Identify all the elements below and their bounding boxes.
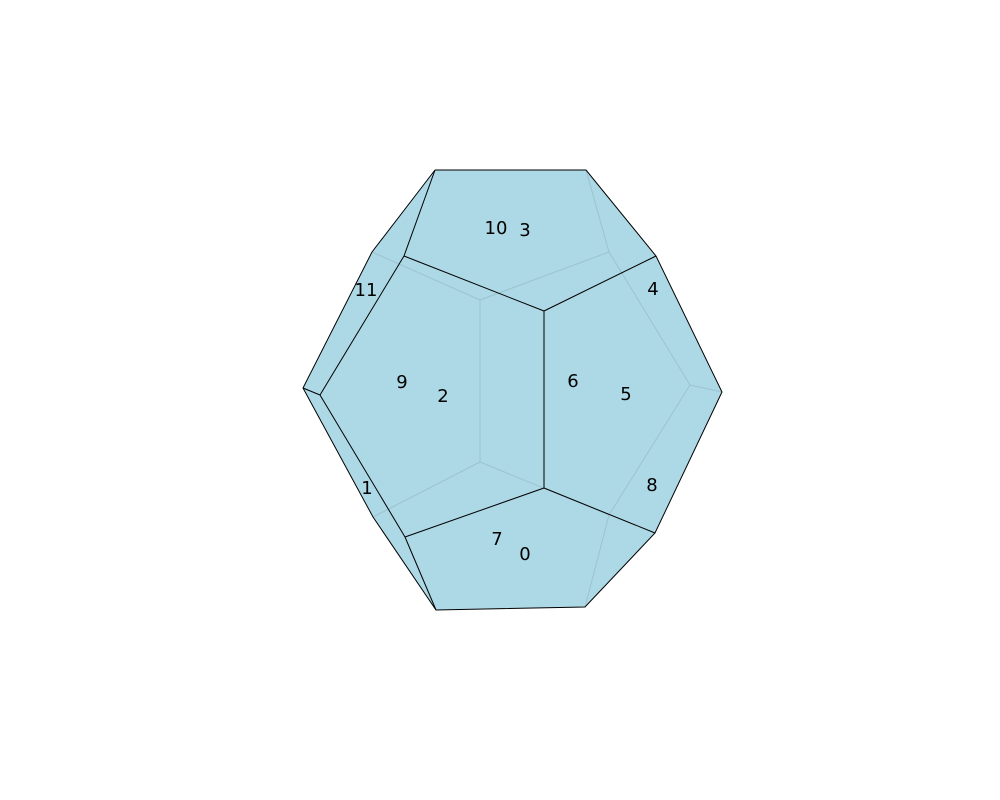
hidden-edge <box>479 251 610 301</box>
visible-edge <box>302 387 321 396</box>
visible-edge <box>319 394 406 538</box>
face-label-11: 11 <box>355 280 378 301</box>
hidden-edge <box>584 514 610 608</box>
face-label-2: 2 <box>437 386 448 407</box>
face-label-3: 3 <box>519 220 530 241</box>
hidden-edge <box>608 384 691 516</box>
visible-edge <box>403 255 545 312</box>
hidden-edge <box>608 251 691 386</box>
visible-edge <box>403 169 436 257</box>
hidden-edge <box>585 169 610 253</box>
hidden-edge <box>371 251 481 301</box>
dodecahedron-silhouette <box>303 170 722 610</box>
visible-edge <box>404 487 545 538</box>
face-labels: 10 3 11 4 9 2 6 5 1 8 7 0 <box>355 218 659 565</box>
visible-edge <box>404 536 437 611</box>
face-label-0: 0 <box>519 544 530 565</box>
hidden-edge <box>689 384 723 393</box>
outline-edge <box>302 169 723 611</box>
face-label-10: 10 <box>485 218 508 239</box>
visible-edge <box>543 255 657 312</box>
visible-edge <box>543 487 656 534</box>
face-label-9: 9 <box>396 372 407 393</box>
visible-edge <box>319 255 405 396</box>
face-label-1: 1 <box>361 478 372 499</box>
face-label-5: 5 <box>620 384 631 405</box>
face-label-7: 7 <box>491 529 502 550</box>
hidden-edge <box>372 461 481 518</box>
face-label-4: 4 <box>647 279 658 300</box>
face-label-8: 8 <box>646 475 657 496</box>
face-label-6: 6 <box>567 371 578 392</box>
visible-edges <box>302 169 723 611</box>
